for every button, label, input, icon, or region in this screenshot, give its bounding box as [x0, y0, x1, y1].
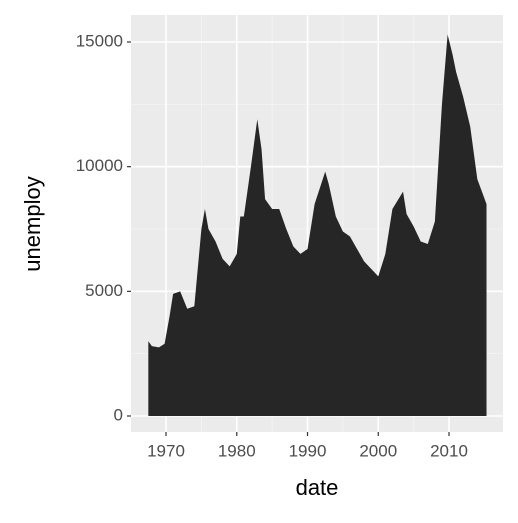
x-tick-label: 2000: [359, 441, 397, 460]
y-tick-label: 5000: [85, 281, 123, 300]
y-tick-label: 0: [114, 405, 123, 424]
x-axis-title: date: [296, 475, 339, 500]
x-tick-label: 1980: [218, 441, 256, 460]
y-tick-label: 10000: [76, 156, 123, 175]
x-tick-label: 2010: [430, 441, 468, 460]
y-axis-title: unemploy: [20, 176, 45, 271]
x-tick-label: 1990: [289, 441, 327, 460]
y-tick-label: 15000: [76, 31, 123, 50]
x-tick-label: 1970: [147, 441, 185, 460]
area: [148, 34, 487, 416]
